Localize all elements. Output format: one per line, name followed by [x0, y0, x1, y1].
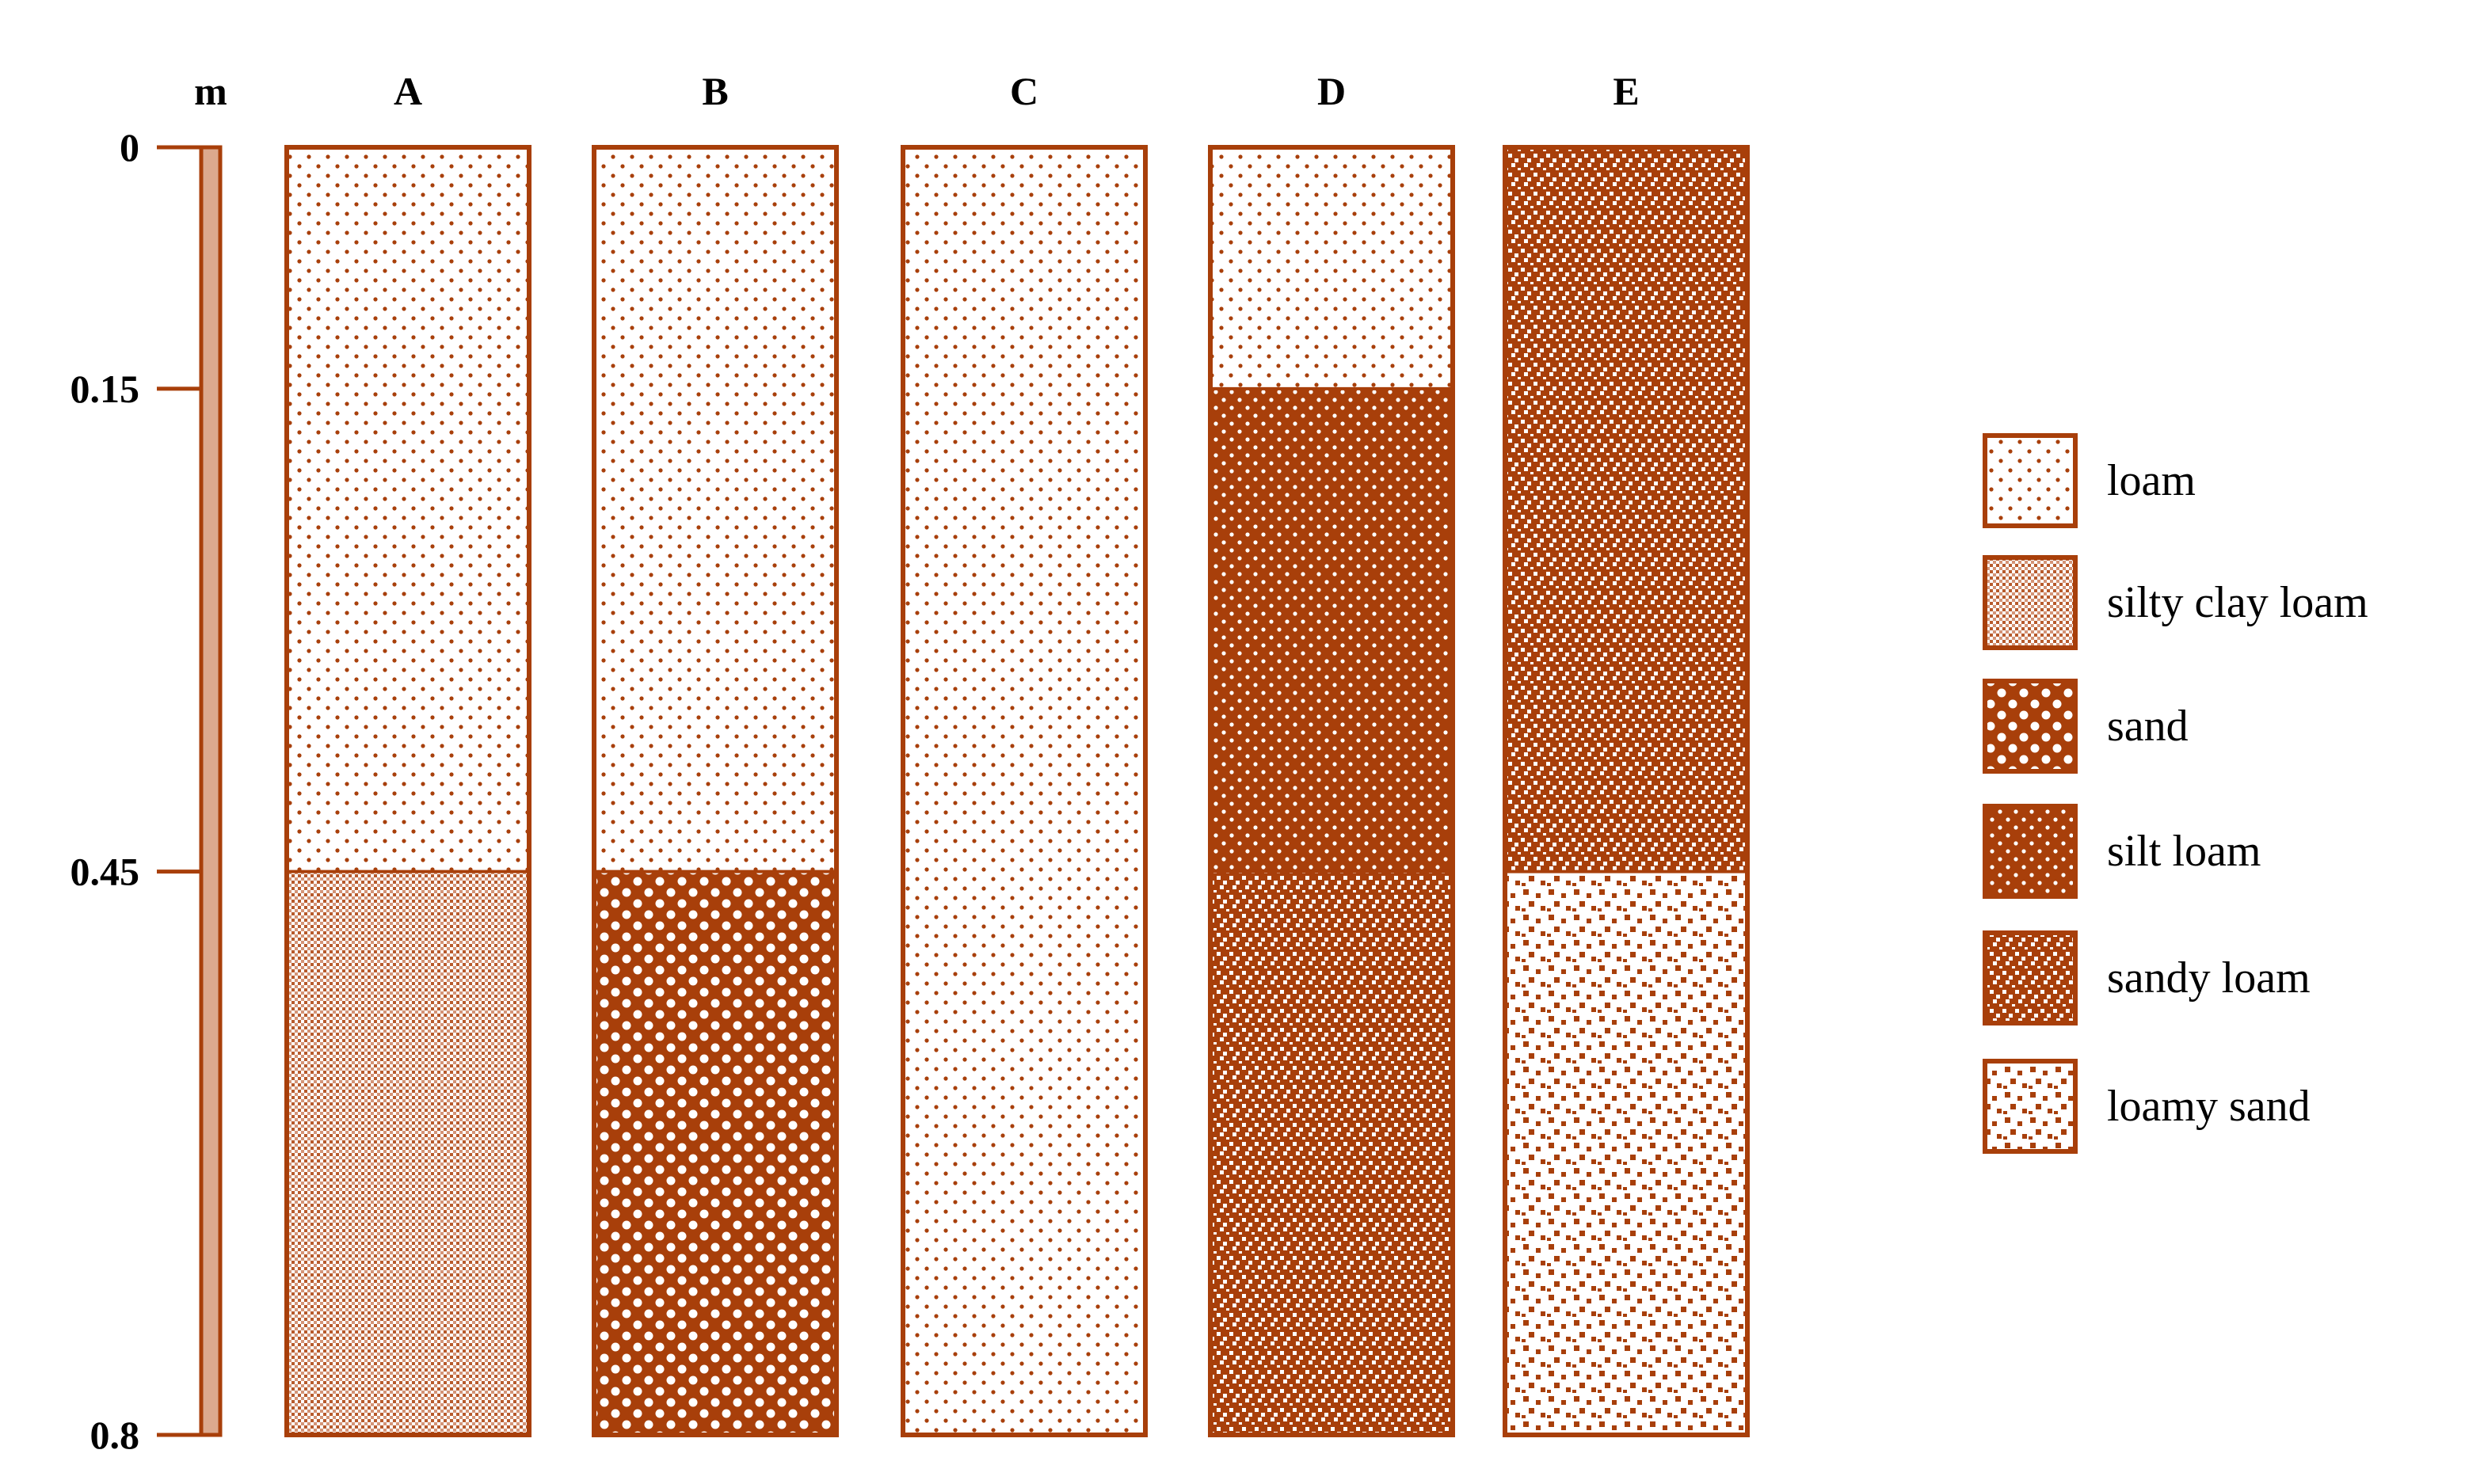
legend-item-loam: loam: [1983, 433, 2196, 528]
legend-item-sand: sand: [1983, 679, 2189, 774]
profile-outline: [1503, 145, 1750, 1437]
profile-column-b: B: [592, 69, 839, 1437]
legend-swatch: [1983, 804, 2078, 899]
legend-label: loam: [2107, 456, 2196, 505]
profile-label: B: [702, 69, 728, 113]
soil-layer-silt-loam: [1210, 388, 1453, 872]
soil-layer-loam: [287, 147, 529, 872]
legend-label: silty clay loam: [2107, 578, 2368, 627]
legend-item-sandy-loam: sandy loam: [1983, 930, 2311, 1025]
depth-tick-label: 0.45: [70, 850, 140, 894]
legend-swatch: [1983, 1059, 2078, 1154]
soil-layer-sand: [594, 871, 836, 1435]
profile-label: A: [394, 69, 422, 113]
profile-outline: [1208, 145, 1455, 1437]
legend-item-loamy-sand: loamy sand: [1983, 1059, 2311, 1154]
legend-label: sandy loam: [2107, 953, 2311, 1003]
legend-swatch: [1983, 433, 2078, 528]
depth-scale: m 0 0.15 0.45 0.8: [70, 69, 227, 1457]
depth-tick-label: 0.15: [70, 367, 140, 411]
profile-outline: [284, 145, 531, 1437]
legend-item-silt-loam: silt loam: [1983, 804, 2261, 899]
legend-swatch: [1983, 930, 2078, 1025]
profile-column-a: A: [284, 69, 531, 1437]
soil-layer-sandy-loam: [1210, 871, 1453, 1435]
legend-item-silty-clay-loam: silty clay loam: [1983, 555, 2368, 650]
legend-swatch: [1983, 555, 2078, 650]
profile-label: E: [1613, 69, 1639, 113]
profile-column-c: C: [901, 69, 1148, 1437]
profile-outline: [592, 145, 839, 1437]
depth-tick-label: 0.8: [90, 1413, 140, 1457]
profile-label: D: [1317, 69, 1346, 113]
legend-label: silt loam: [2107, 827, 2261, 876]
legend-label: loamy sand: [2107, 1082, 2311, 1131]
legend: loam silty clay loam sand silt loam sandy lo…: [1983, 433, 2368, 1154]
soil-layer-sandy-loam: [1505, 147, 1747, 872]
soil-layer-loam: [594, 147, 836, 872]
profile-outline: [901, 145, 1148, 1437]
soil-layer-loamy-sand: [1505, 871, 1747, 1435]
depth-tick-label: 0: [120, 125, 139, 169]
soil-layer-loam: [1210, 147, 1453, 389]
profile-label: C: [1010, 69, 1038, 113]
profile-column-d: D: [1208, 69, 1455, 1437]
soil-layer-silty-clay-loam: [287, 871, 529, 1435]
depth-unit-label: m: [194, 69, 227, 113]
legend-swatch: [1983, 679, 2078, 774]
depth-scale-bar: [199, 145, 223, 1437]
profile-columns: A B C D E: [284, 69, 1750, 1437]
legend-label: sand: [2107, 702, 2189, 751]
profile-column-e: E: [1503, 69, 1750, 1437]
soil-layer-loam: [903, 147, 1145, 1435]
